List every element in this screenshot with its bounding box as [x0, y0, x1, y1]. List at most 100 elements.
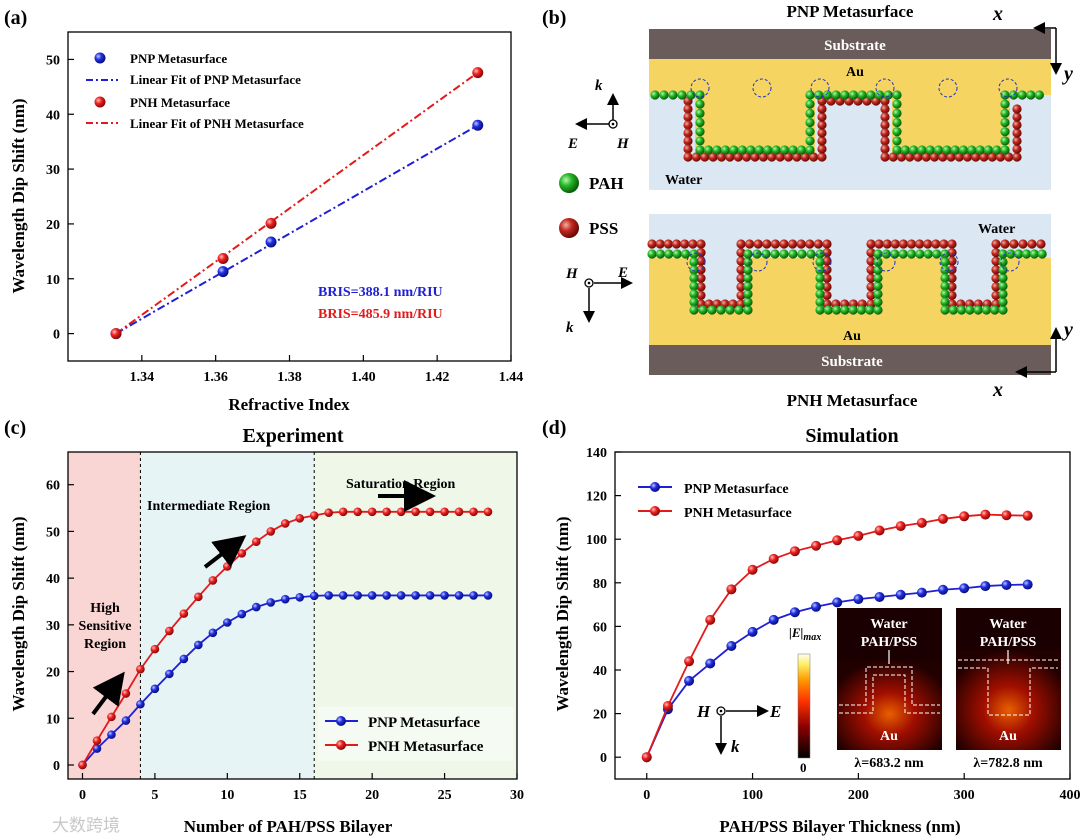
legend-pnh-marker-c	[336, 740, 346, 750]
bot-pah-bead-76	[998, 305, 1008, 315]
c-point-s0-23	[411, 591, 420, 600]
bot-pah-bead-81	[998, 265, 1008, 275]
d-ytick-label-5: 100	[586, 533, 607, 548]
bot-pss-bead-26	[745, 239, 755, 249]
d-point-s1-9	[832, 535, 843, 546]
top-pss-bead-55	[971, 152, 981, 162]
bot-pah-bead-43	[840, 305, 850, 315]
top-pah-bead-14	[720, 145, 730, 155]
bot-pah-bead-68	[940, 297, 950, 307]
c-point-s0-13	[266, 598, 276, 607]
top-pah-bead-55	[967, 145, 977, 155]
bot-pah-bead-87	[1029, 249, 1039, 259]
top-pss-bead-26	[817, 128, 827, 138]
c-point-s0-4	[136, 699, 145, 709]
top-pah-bead-53	[950, 145, 960, 155]
top-pah-bead-47	[900, 145, 910, 155]
bot-pah-bead-70	[948, 305, 958, 315]
c-point-s0-5	[150, 684, 160, 694]
c-point-s0-3	[121, 716, 131, 725]
top-pah-bead-8	[695, 117, 705, 128]
d-point-s0-15	[959, 583, 970, 594]
bot-pss-bead-32	[796, 239, 806, 249]
top-pss-bead-49	[921, 152, 931, 162]
d-point-s0-18	[1022, 579, 1033, 590]
top-pah-bead-50	[925, 145, 935, 155]
panel-d-ylabel: Wavelength Dip Shift (nm)	[553, 516, 572, 711]
inset-pnp-water: Water	[870, 617, 907, 632]
bot-pss-bead-70	[947, 290, 957, 301]
d-point-s1-16	[980, 509, 991, 520]
legend-pnp-label-d: PNP Metasurface	[684, 482, 789, 497]
d-ytick-label-4: 80	[593, 577, 607, 592]
bris-pnp-annotation: BRIS=388.1 nm/RIU	[318, 285, 443, 300]
bot-pah-bead-1	[655, 249, 666, 259]
top-pss-bead-40	[880, 120, 890, 130]
top-pah-bead-67	[1017, 90, 1027, 100]
bot-pah-bead-10	[689, 289, 699, 299]
bot-pss-bead-33	[805, 239, 815, 249]
d-point-s0-9	[832, 597, 843, 608]
top-anchor-circle-5	[998, 78, 1018, 98]
d-point-s1-2	[684, 656, 695, 667]
top-pss-bead-50	[929, 152, 940, 162]
top-pss-bead-16	[758, 152, 768, 162]
c-point-s1-12	[251, 537, 261, 546]
top-pss-bead-20	[792, 152, 802, 162]
c-point-s1-20	[367, 507, 377, 517]
top-pss-bead-5	[683, 136, 693, 146]
bot-pss-bead-10	[696, 273, 706, 283]
bot-pss-bead-62	[931, 239, 941, 249]
bot-pah-bead-71	[956, 305, 967, 315]
top-pah-bead-11	[695, 145, 705, 155]
top-pah-bead-3	[677, 90, 687, 100]
d-point-s1-17	[1001, 510, 1012, 521]
pss-label: PSS	[589, 219, 618, 238]
bot-pss-bead-24	[736, 247, 746, 258]
region-mid-fill	[140, 452, 315, 779]
a-point-s0-2	[265, 236, 277, 248]
bot-pss-bead-61	[923, 239, 933, 249]
legend-pnp-marker-c	[336, 716, 346, 726]
bot-pah-bead-58	[906, 249, 917, 259]
a-xtick-label-3: 1.40	[351, 370, 376, 385]
x-label-bottom: x	[992, 379, 1003, 401]
bot-pah-bead-14	[707, 305, 717, 315]
top-pah-bead-69	[1034, 90, 1044, 100]
c-point-s1-27	[469, 507, 478, 517]
bot-pss-bead-12	[696, 290, 706, 301]
bot-pss-bead-30	[779, 239, 789, 249]
bot-pah-bead-61	[932, 249, 942, 259]
top-pah-bead-40	[892, 90, 902, 100]
top-pss-bead-53	[954, 152, 964, 162]
c-point-s1-28	[483, 507, 493, 517]
pss-bead-icon	[559, 218, 579, 238]
bot-pah-bead-20	[743, 289, 753, 299]
bot-pss-bead-0	[647, 239, 657, 249]
panel-d-ticks: 0 100 200 300 400 0 20 40 60 80 100 120 140	[586, 446, 1080, 803]
top-pah-bead-46	[892, 145, 902, 155]
a-point-s0-3	[472, 119, 484, 131]
top-anchor-circle-0	[690, 78, 710, 98]
pnh-title: PNH Metasurface	[787, 391, 918, 410]
legend-pnh-marker-a	[94, 96, 106, 108]
d-point-s0-6	[768, 614, 779, 625]
region-high-fill	[68, 452, 141, 779]
d-point-s0-11	[874, 591, 885, 602]
top-pss-bead-66	[1012, 104, 1022, 114]
top-pah-bead-48	[909, 145, 919, 155]
inset-pnp-boundary	[839, 666, 940, 706]
c-point-s1-22	[396, 507, 406, 517]
bot-pah-bead-11	[689, 297, 699, 307]
c-point-s0-27	[469, 591, 478, 600]
top-pah-bead-61	[1000, 127, 1010, 137]
bot-pss-bead-85	[1009, 239, 1019, 249]
bot-pah-bead-83	[998, 249, 1008, 259]
top-anchor-circle-3	[875, 78, 895, 98]
top-pah-bead-52	[942, 145, 952, 155]
bot-pss-bead-35	[822, 239, 832, 249]
bot-pah-bead-15	[716, 305, 726, 315]
top-pah-bead-10	[695, 136, 705, 146]
bot-pss-bead-41	[822, 290, 832, 301]
bot-pss-bead-8	[696, 256, 706, 266]
